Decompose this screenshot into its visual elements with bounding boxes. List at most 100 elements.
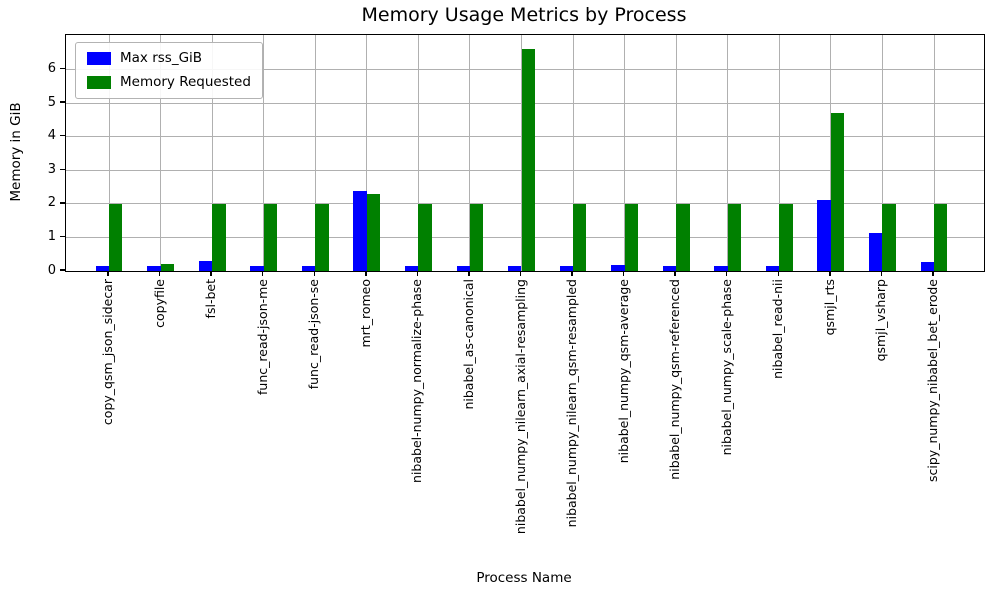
bar-memory-requested <box>676 203 690 271</box>
bar-memory-requested <box>160 264 174 271</box>
x-tick-label: func_read-json-me <box>254 279 270 395</box>
x-tick-mark <box>261 271 264 277</box>
legend-label-max-rss: Max rss_GiB <box>120 50 203 66</box>
y-tick-label: 0 <box>47 262 56 278</box>
bar-max-rss <box>508 265 522 271</box>
legend-item-memory-requested: Memory Requested <box>87 75 251 90</box>
y-tick-mark <box>60 135 65 137</box>
x-tick-mark <box>107 271 109 277</box>
y-tick-mark <box>60 269 65 271</box>
x-tick-mark <box>674 271 676 277</box>
bar-max-rss <box>662 266 677 271</box>
x-tick-label: copyfile <box>151 279 167 328</box>
bar-max-rss <box>95 265 109 271</box>
y-tick-label: 5 <box>47 94 56 110</box>
x-tick-label: nibabel_numpy_qsm-average <box>615 279 631 464</box>
gridline-vertical <box>933 35 935 271</box>
bar-memory-requested <box>263 203 278 271</box>
gridline-vertical <box>263 35 265 271</box>
gridline-vertical <box>314 35 316 271</box>
x-tick-label: nibabel_numpy_qsm-referenced <box>667 279 683 480</box>
y-tick-mark <box>60 235 65 238</box>
bar-memory-requested <box>469 203 484 271</box>
x-tick-label: qsmjl_rts <box>821 279 837 336</box>
bar-memory-requested <box>418 203 432 271</box>
bar-memory-requested <box>934 203 948 271</box>
y-tick-label: 3 <box>47 161 56 177</box>
x-tick-mark <box>777 271 779 277</box>
gridline-vertical <box>624 35 626 271</box>
bar-max-rss <box>559 265 574 271</box>
y-tick-label: 4 <box>47 128 56 144</box>
x-tick-mark <box>726 271 728 277</box>
legend-swatch-memory-requested-icon <box>87 76 111 89</box>
gridline-vertical <box>675 35 677 271</box>
y-tick-mark <box>60 101 65 103</box>
gridline-vertical <box>366 35 368 271</box>
gridline-vertical <box>417 35 419 271</box>
gridline-vertical <box>211 35 213 271</box>
bar-max-rss <box>404 266 419 271</box>
x-tick-mark <box>932 271 934 277</box>
x-tick-mark <box>416 271 419 277</box>
bar-max-rss <box>714 265 728 271</box>
x-tick-mark <box>365 271 367 277</box>
legend: Max rss_GiB Memory Requested <box>75 42 263 99</box>
x-tick-mark <box>210 271 212 277</box>
plot-area: Max rss_GiB Memory Requested <box>65 34 985 272</box>
bar-memory-requested <box>315 203 329 271</box>
x-tick-label: nibabel-numpy_normalize-phase <box>409 279 425 483</box>
bar-memory-requested <box>366 194 381 271</box>
bar-memory-requested <box>882 203 896 271</box>
legend-swatch-max-rss-icon <box>87 52 111 65</box>
bar-memory-requested <box>779 203 793 271</box>
x-tick-label: nibabel_numpy_nilearn_axial-resampling <box>512 279 528 535</box>
x-tick-label: nibabel_as-canonical <box>460 279 476 410</box>
y-tick-label: 6 <box>47 61 56 77</box>
gridline-vertical <box>469 35 471 271</box>
bar-max-rss <box>198 261 213 271</box>
gridline-vertical <box>572 35 574 271</box>
x-axis-label: Process Name <box>476 570 572 586</box>
bar-max-rss <box>869 233 883 271</box>
x-tick-label: nibabel_numpy_nilearn_qsm-resampled <box>564 279 580 528</box>
x-tick-label: qsmjl_vsharp <box>873 279 889 362</box>
x-tick-mark <box>880 271 883 277</box>
y-axis-label-text: Memory in GiB <box>8 102 24 202</box>
bar-max-rss <box>147 265 161 271</box>
x-tick-label: mrt_romeo <box>357 279 373 348</box>
bar-memory-requested <box>212 203 226 271</box>
bar-max-rss <box>920 262 934 271</box>
y-tick-mark <box>60 67 65 70</box>
x-tick-label: func_read-json-se <box>306 279 322 390</box>
x-tick-label: nibabel_read-nii <box>770 279 786 379</box>
y-tick-label: 1 <box>47 228 56 244</box>
bar-memory-requested <box>521 49 535 271</box>
x-tick-mark <box>829 271 831 277</box>
bar-max-rss <box>301 265 316 271</box>
y-tick-label: 2 <box>47 195 56 211</box>
y-tick-mark <box>60 202 65 204</box>
bar-max-rss <box>611 264 625 271</box>
bar-max-rss <box>353 191 367 271</box>
bar-memory-requested <box>830 113 845 271</box>
legend-item-max-rss: Max rss_GiB <box>87 51 251 66</box>
gridline-vertical <box>881 35 883 271</box>
bar-memory-requested <box>624 203 639 271</box>
x-tick-mark <box>519 271 522 277</box>
gridline-vertical <box>160 35 162 271</box>
x-tick-label: scipy_numpy_nibabel_bet_erode <box>925 279 940 482</box>
gridline-vertical <box>727 35 729 271</box>
bar-max-rss <box>250 265 264 271</box>
bar-memory-requested <box>727 203 742 271</box>
bar-max-rss <box>817 200 831 271</box>
legend-label-memory-requested: Memory Requested <box>120 74 251 90</box>
x-tick-mark <box>468 271 470 277</box>
x-tick-label: copy_qsm_json_sidecar <box>100 279 115 426</box>
gridline-vertical <box>778 35 780 271</box>
x-tick-mark <box>158 271 161 277</box>
bar-max-rss <box>456 266 470 271</box>
bar-memory-requested <box>109 203 123 271</box>
gridline-vertical <box>108 35 110 271</box>
